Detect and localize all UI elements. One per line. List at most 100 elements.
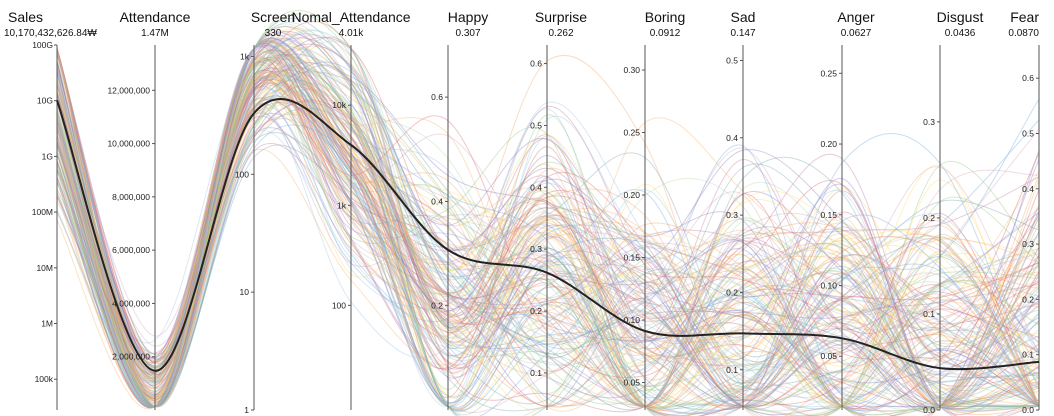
background-line	[56, 48, 1040, 407]
background-line	[56, 75, 1040, 407]
background-line	[56, 78, 1040, 407]
background-line	[56, 48, 1040, 410]
tick-label: 0.1	[1022, 350, 1034, 360]
tick-label: 0.0	[923, 405, 935, 415]
background-line	[56, 17, 1040, 416]
background-line	[56, 43, 1040, 409]
tick-label: 0.2	[923, 213, 935, 223]
tick-label: 0.6	[431, 92, 443, 102]
tick-label: 12,000,000	[107, 85, 150, 95]
tick-label: 2,000,000	[112, 352, 150, 362]
tick-label: 0.05	[623, 378, 640, 388]
background-line	[56, 76, 1040, 416]
background-line	[56, 38, 1040, 414]
background-line	[56, 88, 1040, 412]
background-line	[56, 56, 1039, 416]
background-line	[56, 37, 1040, 407]
tick-label: 0.4	[726, 133, 738, 143]
background-line	[56, 74, 1040, 369]
background-line	[56, 61, 1040, 407]
background-line	[56, 75, 1040, 416]
dimension-name[interactable]: Attendance	[120, 9, 191, 25]
tick-label: 0.3	[726, 210, 738, 220]
tick-label: 100G	[32, 40, 53, 50]
dimension-name[interactable]: Boring	[645, 9, 685, 25]
tick-label: 0.05	[820, 351, 837, 361]
background-line	[56, 9, 1040, 411]
dimension-name[interactable]: Happy	[448, 9, 488, 25]
dimension-summary-value: 4.01k	[339, 28, 364, 39]
tick-label: 10M	[36, 263, 53, 273]
tick-label: 0.6	[530, 59, 542, 69]
background-line	[56, 72, 1040, 407]
background-line	[56, 83, 1040, 402]
background-line	[56, 68, 1040, 407]
background-line	[56, 48, 1039, 416]
tick-label: 0.3	[1022, 239, 1034, 249]
background-line	[56, 39, 1040, 411]
tick-label: 8,000,000	[112, 192, 150, 202]
background-line	[56, 57, 1040, 409]
tick-label: 1M	[41, 319, 53, 329]
dimension-summary-value: 0.262	[548, 28, 573, 39]
highlight-line[interactable]	[56, 98, 1040, 372]
background-line	[56, 61, 1040, 412]
tick-label: 0.1	[726, 365, 738, 375]
highlight-line-group	[56, 98, 1040, 372]
tick-label: 0.0	[1022, 405, 1034, 415]
tick-label: 0.30	[623, 65, 640, 75]
background-line	[56, 39, 1040, 409]
background-line	[56, 51, 1040, 408]
background-line	[56, 33, 1040, 411]
tick-label: 1k	[240, 51, 250, 61]
background-line	[56, 101, 1040, 407]
background-line	[56, 58, 1040, 416]
tick-label: 0.4	[431, 196, 443, 206]
background-line	[56, 71, 1040, 409]
dimension-name[interactable]: Fear	[1010, 9, 1039, 25]
background-line	[56, 66, 1040, 404]
background-line	[56, 48, 1040, 408]
background-line	[56, 43, 1040, 411]
dimension-summary-value: 0.307	[455, 28, 480, 39]
background-line	[56, 68, 1040, 404]
background-line	[56, 46, 1040, 410]
background-line	[56, 82, 1040, 407]
background-line	[56, 48, 1040, 408]
background-line	[56, 83, 1040, 407]
tick-label: 0.5	[530, 120, 542, 130]
tick-label: 100	[332, 300, 346, 310]
dimension-name[interactable]: Screen	[251, 9, 295, 25]
background-line	[56, 75, 1040, 407]
background-line	[56, 86, 1040, 408]
background-line	[56, 37, 1040, 416]
tick-label: 100	[235, 169, 249, 179]
tick-label: 0.5	[1022, 128, 1034, 138]
background-line	[56, 76, 1040, 411]
axis-happy: 0.2 0.4 0.6	[431, 45, 449, 410]
background-line	[56, 43, 1040, 409]
background-line	[56, 101, 1040, 401]
background-line	[56, 137, 1040, 407]
dimension-name[interactable]: Surprise	[535, 9, 587, 25]
background-line	[56, 21, 1040, 413]
dimension-name[interactable]: Sad	[731, 9, 756, 25]
background-line	[56, 59, 1040, 414]
axis-screen: 1 10 100 1k	[235, 45, 255, 415]
background-line	[56, 73, 1040, 407]
tick-label: 0.20	[623, 190, 640, 200]
dimension-name[interactable]: Sales	[8, 9, 43, 25]
background-line	[56, 49, 1040, 412]
background-line	[56, 41, 1040, 410]
dimension-name[interactable]: Nomal_Attendance	[291, 9, 410, 25]
axes: 100k 1M 10M 100M 1G 10G 100G 2,000,000 4,000,000…	[32, 40, 1040, 415]
background-line	[56, 54, 1040, 416]
dimension-name[interactable]: Anger	[837, 9, 875, 25]
tick-label: 0.1	[923, 309, 935, 319]
background-line	[56, 53, 1040, 412]
dimension-summary-value: 10,170,432,626.84₩	[4, 28, 97, 39]
background-line	[56, 52, 1040, 402]
tick-label: 1G	[42, 151, 53, 161]
dimension-name[interactable]: Disgust	[937, 9, 984, 25]
